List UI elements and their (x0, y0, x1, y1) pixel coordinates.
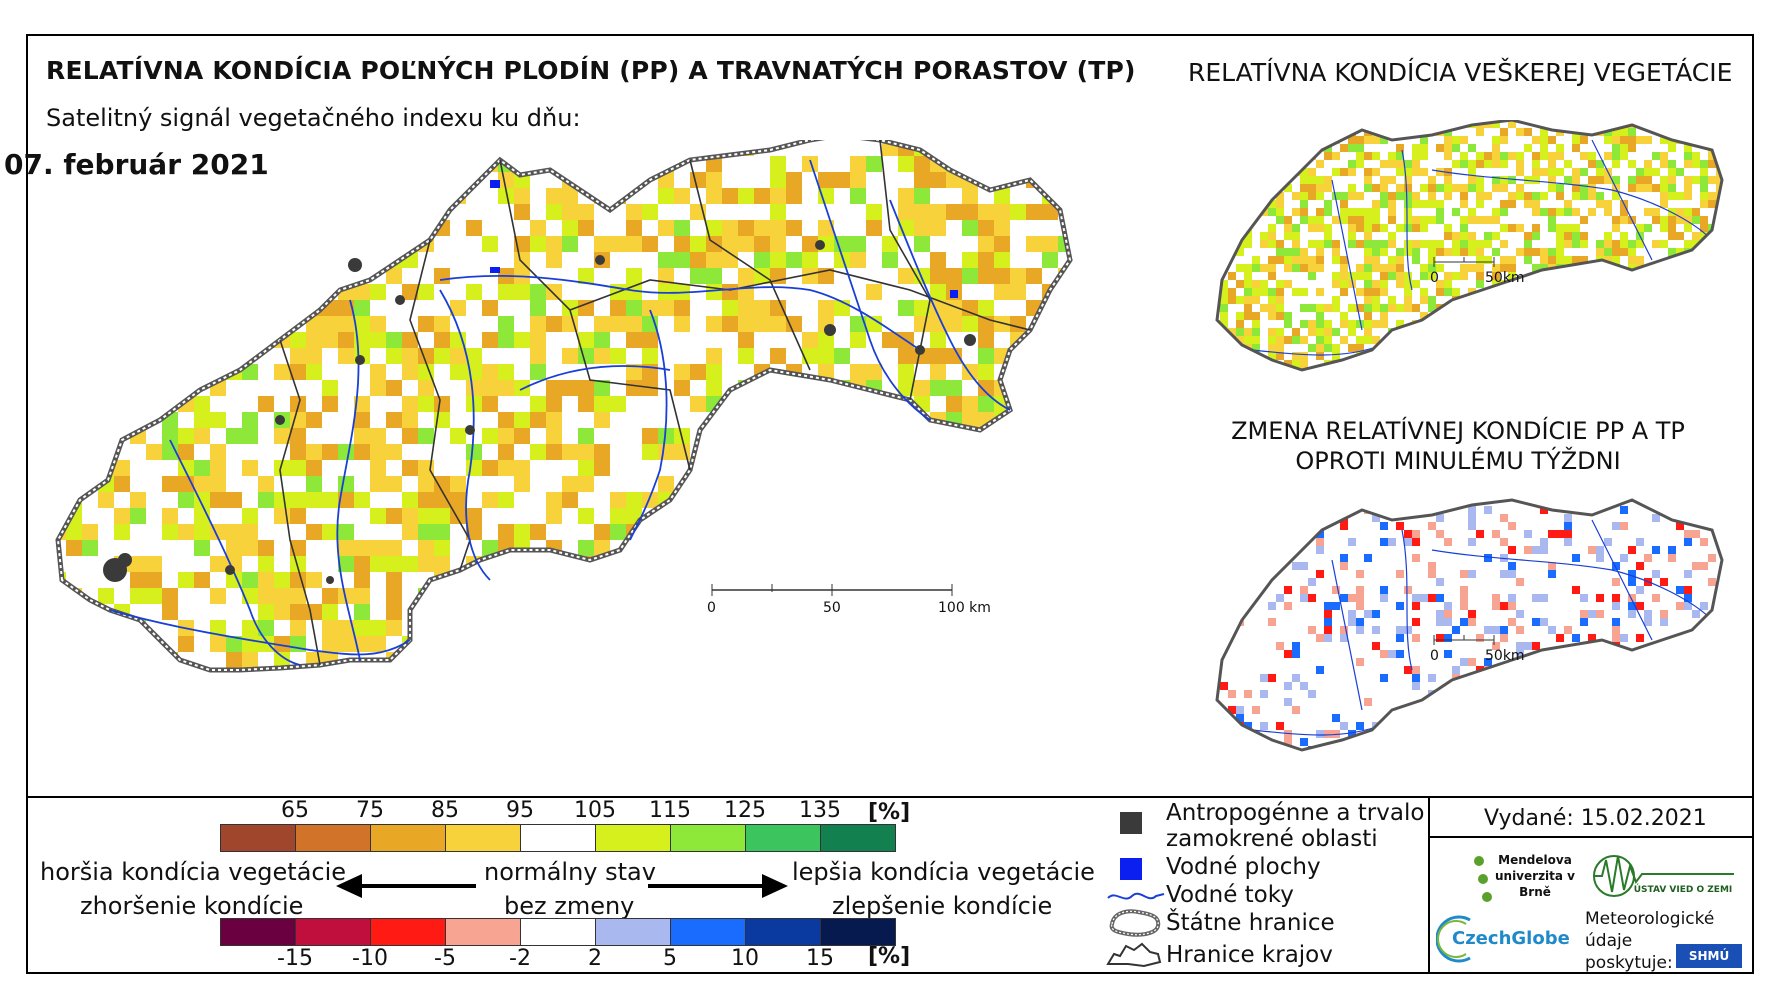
condition-swatch (596, 825, 671, 851)
condition-swatch (221, 825, 296, 851)
uvoz-logo: ÚSTAV VIED O ZEMI (1588, 846, 1738, 906)
change-title-line2: OPROTI MINULÉMU TÝŽDNI (1295, 447, 1621, 475)
condition-tick-label: 65 (281, 798, 309, 823)
condition-swatch (371, 825, 446, 851)
condition-unit: [%] (868, 800, 911, 825)
deteriorated-label: zhoršenie kondície (80, 892, 304, 920)
small2-scale-50: 50km (1485, 648, 1525, 664)
issued-divider (1428, 836, 1754, 838)
main-condition-map: 0 50 100 km (50, 140, 1180, 780)
czechglobe-text: CzechGlobe (1452, 928, 1570, 949)
change-swatch (521, 919, 596, 945)
change-swatch (596, 919, 671, 945)
small-scale-bar-1: 0 50km (1430, 257, 1525, 286)
change-unit: [%] (868, 944, 911, 969)
change-tick-label: -10 (352, 946, 388, 971)
uvoz-emblem-icon (1593, 855, 1734, 897)
state-border-label: Štátne hranice (1166, 910, 1335, 936)
improved-label: zlepšenie kondície (832, 892, 1053, 920)
czechglobe-logo: CzechGlobe (1436, 912, 1576, 968)
change-title-line1: ZMENA RELATÍVNEJ KONDÍCIE PP A TP (1231, 417, 1685, 445)
small1-scale-0: 0 (1430, 270, 1439, 286)
water-bodies-main (490, 180, 958, 298)
change-tick-label: -15 (277, 946, 313, 971)
worse-condition-label: horšia kondícia vegetácie (40, 858, 347, 886)
condition-tick-label: 135 (799, 798, 841, 823)
change-swatch (746, 919, 821, 945)
change-tick-label: -5 (434, 946, 456, 971)
anthropogenic-swatch (1120, 812, 1142, 834)
all-vegetation-map: 0 50km (1215, 120, 1724, 372)
date-label: 07. február 2021 (4, 148, 269, 181)
region-border-icon (1106, 942, 1162, 968)
change-color-bar (220, 918, 896, 946)
all-vegetation-title: RELATÍVNA KONDÍCIA VEŠKEREJ VEGETÁCIE (1188, 58, 1733, 87)
no-change-label: bez zmeny (504, 892, 635, 920)
main-scale-100: 100 km (938, 600, 991, 616)
legend-divider (26, 796, 1754, 798)
issued-date: Vydané: 15.02.2021 (1484, 806, 1707, 831)
change-tick-label: -2 (509, 946, 531, 971)
change-swatch (671, 919, 746, 945)
arrow-left-icon (336, 874, 476, 898)
water-bodies-swatch (1120, 858, 1142, 880)
condition-tick-label: 115 (649, 798, 691, 823)
state-border-icon (1109, 909, 1161, 937)
meteo-line2: údaje (1585, 931, 1633, 951)
main-map-title: RELATÍVNA KONDÍCIA POĽNÝCH PLODÍN (PP) A… (46, 56, 1136, 85)
change-map-title: ZMENA RELATÍVNEJ KONDÍCIE PP A TP OPROTI… (1208, 416, 1708, 476)
main-scale-50: 50 (823, 600, 841, 616)
condition-swatch (446, 825, 521, 851)
main-scale-0: 0 (707, 600, 716, 616)
anthropogenic-areas-main (103, 240, 976, 584)
rivers-label: Vodné toky (1166, 882, 1294, 908)
change-tick-label: 5 (663, 946, 677, 971)
condition-swatch (821, 825, 895, 851)
change-tick-label: 2 (588, 946, 602, 971)
change-swatch (221, 919, 296, 945)
condition-swatch (671, 825, 746, 851)
river-line-icon (1107, 892, 1165, 900)
main-frame (26, 34, 1754, 974)
legend-separator (1428, 796, 1430, 974)
meteo-provider: Meteorologické údaje poskytuje: (1585, 908, 1714, 974)
change-tick-label: 10 (731, 946, 759, 971)
region-border-label: Hranice krajov (1166, 942, 1333, 968)
condition-swatch (296, 825, 371, 851)
shmu-logo: SHMÚ (1676, 944, 1742, 968)
water-bodies-label: Vodné plochy (1166, 854, 1321, 880)
meteo-line3: poskytuje: (1585, 953, 1673, 973)
czechglobe-arc-icon (1436, 915, 1471, 963)
anthropogenic-label-2: zamokrené oblasti (1166, 826, 1378, 852)
change-swatch (296, 919, 371, 945)
change-swatch (446, 919, 521, 945)
condition-color-bar (220, 824, 896, 852)
condition-tick-label: 85 (431, 798, 459, 823)
condition-swatch (521, 825, 596, 851)
main-scale-bar: 0 50 100 km (707, 584, 991, 616)
mendel-logo: Mendelova univerzita v Brně (1464, 848, 1575, 912)
rivers-main (109, 159, 1011, 666)
change-swatch (371, 919, 446, 945)
weekly-change-map: 0 50km (1215, 498, 1724, 752)
shmu-logo-text: SHMÚ (1688, 949, 1730, 963)
mendel-logo-text: Mendelova univerzita v Brně (1494, 853, 1575, 899)
condition-tick-label: 125 (724, 798, 766, 823)
condition-swatch (746, 825, 821, 851)
arrow-right-icon (648, 874, 788, 898)
small-scale-bar-2: 0 50km (1430, 635, 1525, 664)
subtitle: Satelitný signál vegetačného indexu ku d… (46, 104, 581, 132)
anthropogenic-label-1: Antropogénne a trvalo (1166, 800, 1425, 826)
small2-scale-0: 0 (1430, 648, 1439, 664)
better-condition-label: lepšia kondícia vegetácie (792, 858, 1095, 886)
normal-state-label: normálny stav (484, 858, 656, 886)
condition-tick-label: 95 (506, 798, 534, 823)
condition-tick-label: 75 (356, 798, 384, 823)
change-tick-label: 15 (806, 946, 834, 971)
change-swatch (821, 919, 895, 945)
condition-tick-label: 105 (574, 798, 616, 823)
meteo-line1: Meteorologické (1585, 909, 1715, 929)
small1-scale-50: 50km (1485, 270, 1525, 286)
uvoz-logo-text: ÚSTAV VIED O ZEMI (1633, 885, 1733, 895)
